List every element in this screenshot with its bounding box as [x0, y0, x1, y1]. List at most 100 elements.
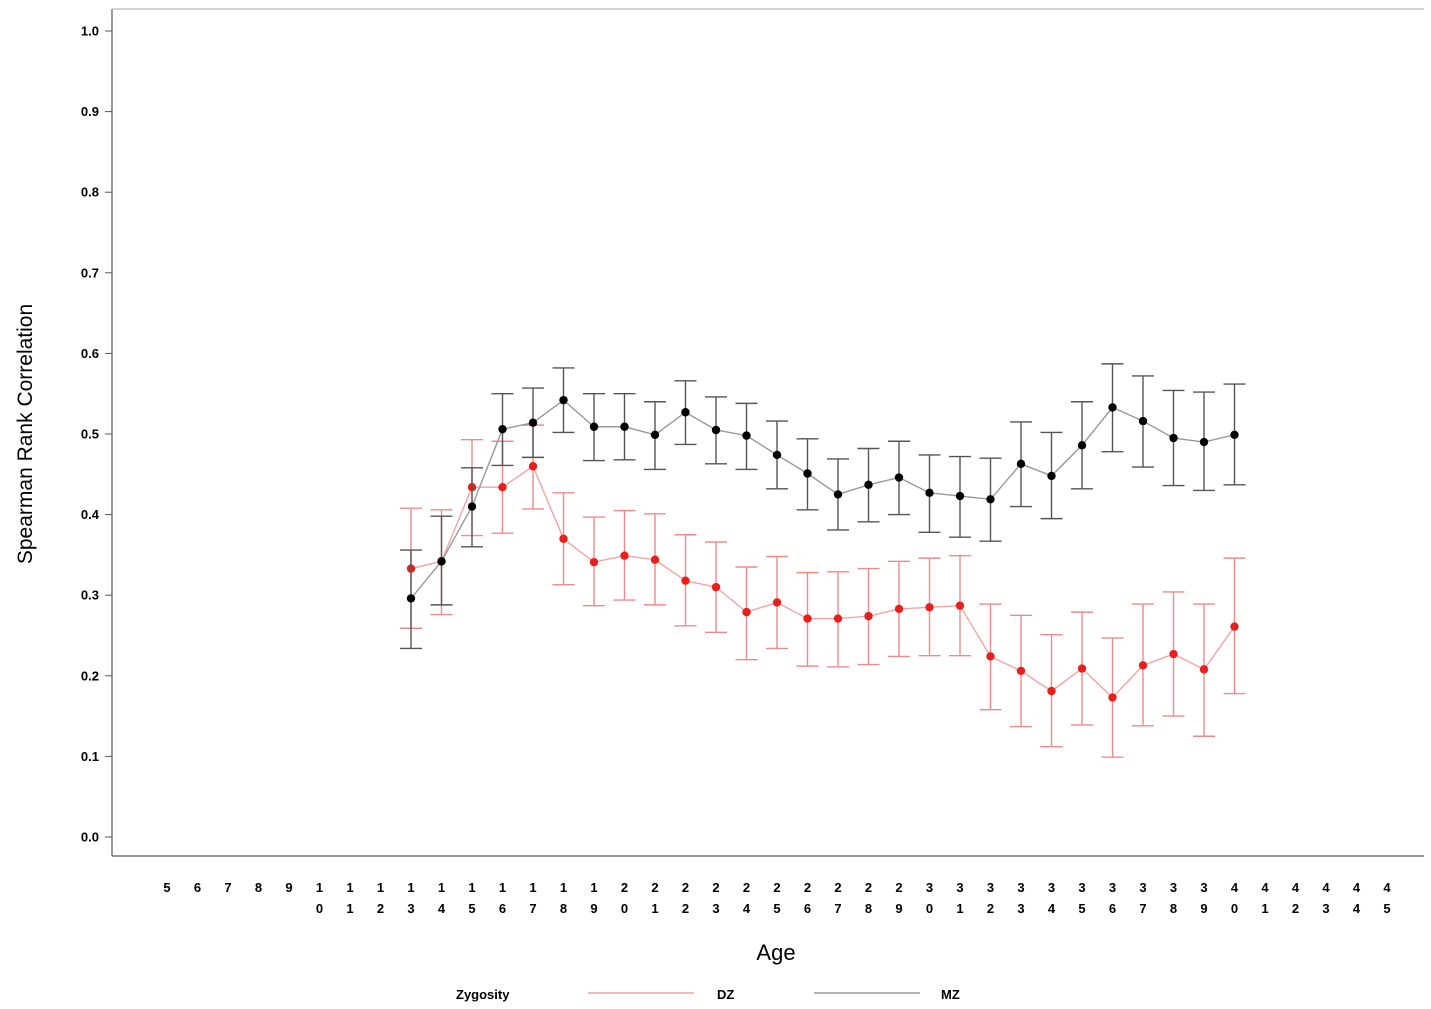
data-point: [986, 495, 995, 504]
y-tick-label: 0.4: [81, 507, 100, 522]
y-tick-label: 0.5: [81, 427, 99, 442]
data-point: [772, 598, 782, 607]
y-tick-label: 1.0: [81, 24, 99, 39]
data-point: [1016, 459, 1026, 469]
data-point: [925, 488, 934, 498]
data-point: [437, 557, 446, 566]
data-point: [406, 594, 416, 603]
data-point: [1230, 622, 1239, 631]
data-point: [1138, 416, 1148, 426]
data-point: [1169, 649, 1178, 659]
data-point: [864, 480, 873, 489]
data-point: [559, 534, 568, 543]
y-tick-label: 0.6: [81, 346, 99, 361]
data-point: [528, 418, 538, 427]
legend-label-mz: MZ: [941, 987, 960, 1002]
series-layer: [400, 363, 1246, 758]
data-point: [620, 422, 629, 431]
data-point: [803, 469, 812, 478]
data-point: [1077, 441, 1087, 450]
series-mz: [400, 363, 1246, 650]
y-tick-label: 0.3: [81, 588, 99, 603]
x-tick-label: 9: [285, 880, 292, 895]
y-tick-label: 0.7: [81, 265, 99, 280]
x-tick-label: 6: [194, 880, 201, 895]
x-tick-label: 7: [224, 880, 231, 895]
data-point: [559, 395, 568, 405]
y-tick-label: 0.0: [81, 830, 99, 845]
data-point: [650, 555, 660, 564]
data-point: [620, 551, 629, 560]
data-point: [955, 491, 965, 501]
data-point: [1169, 433, 1178, 443]
y-tick-label: 0.9: [81, 104, 99, 119]
data-point: [1016, 666, 1026, 676]
data-point: [528, 462, 538, 471]
x-axis: 5 6 7 8 9 1 0 1 1 1 2 1 3 1 4 1 5 1 6 1 7 1 8 1 9 2 0 2 1 2 2 2 3 2 4 2 5 2 6 2…: [163, 880, 1391, 916]
x-axis-label: Age: [756, 940, 795, 965]
legend: Zygosity DZ MZ: [456, 987, 960, 1002]
data-point: [894, 604, 904, 614]
data-point: [742, 607, 751, 617]
data-point: [864, 611, 873, 621]
data-point: [711, 582, 721, 592]
x-tick-label: 8: [255, 880, 262, 895]
data-point: [742, 431, 751, 440]
data-point: [589, 422, 599, 431]
data-point: [772, 450, 782, 460]
data-point: [833, 490, 843, 499]
data-point: [498, 482, 507, 492]
series-line: [410, 399, 1235, 599]
data-point: [467, 502, 477, 511]
y-axis-label: Spearman Rank Correlation: [14, 304, 37, 564]
x-tick-label: 5: [163, 880, 170, 895]
data-point: [711, 425, 721, 435]
data-point: [1138, 661, 1148, 670]
series-dz: [400, 424, 1246, 758]
data-point: [1199, 665, 1209, 674]
y-tick-label: 0.8: [81, 185, 99, 200]
data-point: [1108, 693, 1117, 702]
data-point: [498, 424, 507, 434]
data-point: [681, 408, 690, 417]
plot-frame: [111, 8, 1424, 857]
data-point: [589, 557, 599, 567]
y-tick-label: 0.2: [81, 668, 99, 683]
data-point: [1077, 664, 1087, 673]
data-point: [681, 576, 690, 585]
data-point: [1108, 403, 1117, 412]
data-point: [650, 430, 660, 440]
y-tick-label: 0.1: [81, 749, 99, 764]
legend-label-dz: DZ: [717, 987, 734, 1002]
data-point: [833, 614, 843, 623]
data-point: [1047, 686, 1056, 696]
data-point: [1230, 430, 1239, 440]
